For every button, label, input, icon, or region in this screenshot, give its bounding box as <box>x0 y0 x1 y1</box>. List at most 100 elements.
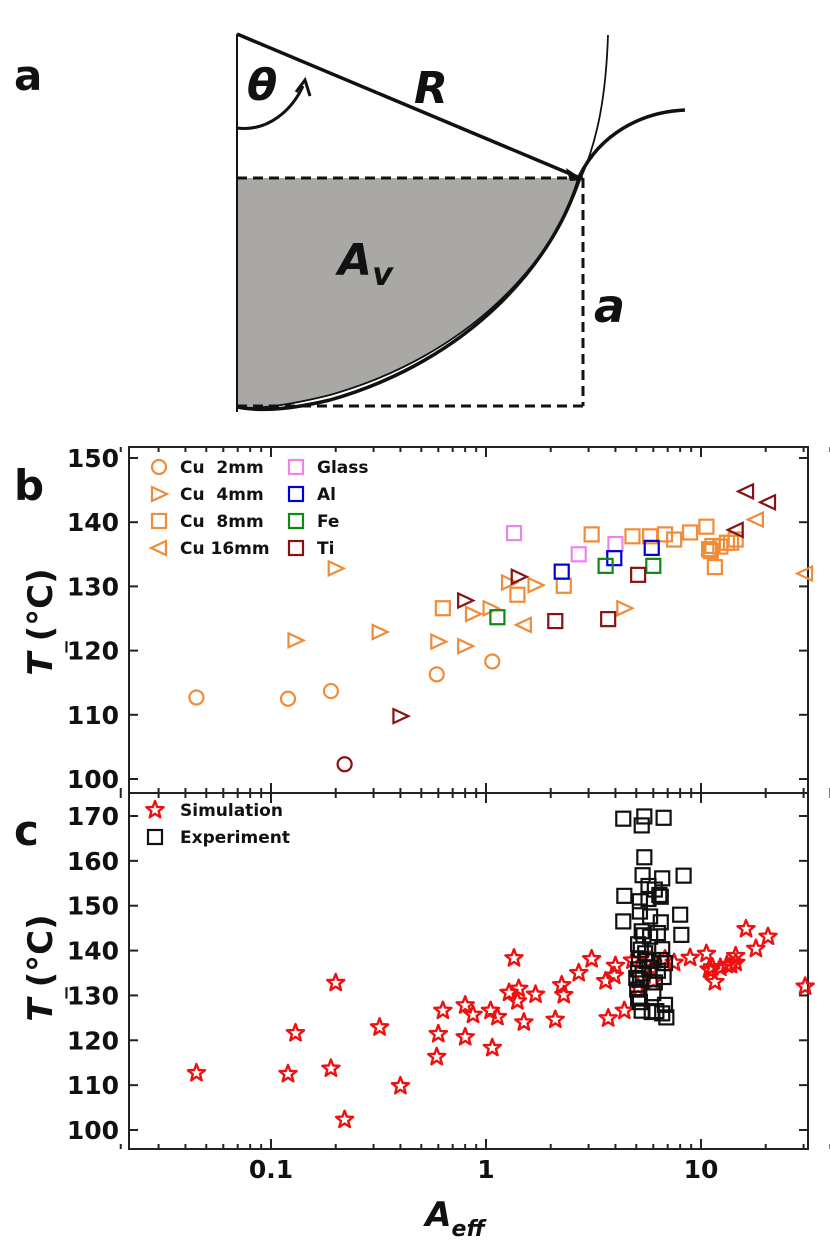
data-point-experiment <box>675 867 692 884</box>
data-point-cu-8mm <box>583 526 600 543</box>
data-point-fe <box>489 609 506 626</box>
data-point-cu-4mm <box>327 559 347 578</box>
y-tick-label: 110 <box>67 1071 119 1100</box>
data-point-experiment <box>630 961 647 978</box>
data-point-experiment <box>615 810 632 827</box>
data-point-ti-open-triangles-left <box>725 521 744 539</box>
y-tick-label: 120 <box>67 637 119 666</box>
data-point-cu-4mm <box>464 605 484 623</box>
data-point-cu-4mm <box>500 573 520 592</box>
data-point-simulation <box>285 1022 306 1042</box>
theta-arrowhead <box>294 76 312 97</box>
data-point-simulation <box>725 945 746 965</box>
data-point-fe <box>645 557 662 574</box>
legend-marker-cu-8mm <box>150 512 168 530</box>
panel-a-letter: a <box>14 51 42 100</box>
area-label: Av <box>335 235 394 293</box>
data-point-glass <box>607 535 624 553</box>
data-point-experiment <box>658 1009 675 1026</box>
data-point-cu-2mm <box>484 653 501 670</box>
panel-b-data-points <box>188 482 814 773</box>
data-point-cu-8mm <box>509 586 526 603</box>
legend-label: Cu 4mm <box>180 485 264 505</box>
data-point-experiment <box>655 809 672 826</box>
data-point-simulation <box>326 972 346 992</box>
data-point-simulation <box>278 1063 298 1083</box>
data-point-simulation <box>746 938 766 958</box>
data-point-experiment <box>628 969 645 987</box>
radius-label: R <box>414 63 448 114</box>
panel-c-y-axis-title: T_(°C) <box>21 914 68 1021</box>
data-point-experiment <box>633 817 650 834</box>
liquid-surface-curve <box>236 108 686 412</box>
legend-marker-cu-4mm <box>150 485 170 503</box>
data-point-cu-8mm <box>706 559 723 576</box>
panel-b-y-axis-title: T_(°C) <box>21 568 68 675</box>
data-point-simulation <box>390 1075 411 1095</box>
legend-label: Cu 2mm <box>180 458 264 478</box>
x-tick-label: 10 <box>684 1155 719 1184</box>
data-point-simulation <box>504 948 524 967</box>
y-tick-label: 130 <box>67 572 119 601</box>
data-point-simulation <box>487 1006 508 1026</box>
y-tick-label: 130 <box>67 981 119 1010</box>
data-point-simulation <box>696 943 717 963</box>
legend-label: Cu 8mm <box>180 512 264 532</box>
data-point-simulation <box>554 984 574 1004</box>
data-point-experiment <box>651 886 668 904</box>
data-point-simulation <box>455 995 475 1014</box>
height-label: a <box>594 279 625 333</box>
data-point-ti <box>630 566 647 583</box>
legend-marker-cu-2mm <box>150 458 168 476</box>
data-point-glass <box>505 525 523 542</box>
data-point-simulation <box>463 1004 483 1024</box>
y-tick-label: 100 <box>67 1116 119 1145</box>
data-point-al <box>643 539 660 556</box>
data-point-ti-open-triangles-left <box>757 493 777 512</box>
data-point-experiment <box>673 926 690 943</box>
panel-c-y-axis-unit: (°C) <box>21 914 61 987</box>
data-point-simulation <box>581 948 602 968</box>
data-point-cu-4mm <box>287 631 307 650</box>
data-point-experiment <box>652 914 669 931</box>
data-point-cu-4mm <box>457 637 476 655</box>
data-point-simulation <box>514 1012 534 1031</box>
data-point-cu-8mm <box>666 531 683 548</box>
data-point-cu-8mm <box>698 518 715 535</box>
x-tick-label: 1 <box>477 1155 494 1184</box>
panel-a-diagram: a θ R Av a <box>14 32 686 412</box>
legend-marker-ti <box>287 539 305 557</box>
data-point-ti-open-triangles <box>392 707 412 725</box>
data-point-simulation <box>598 1008 618 1027</box>
legend-marker-cu-16mm <box>148 539 168 557</box>
data-point-experiment <box>616 887 633 904</box>
data-point-cu-2mm <box>279 690 297 707</box>
data-point-experiment <box>631 903 649 920</box>
shaded-area-av <box>237 178 580 408</box>
data-point-ti <box>547 612 564 630</box>
y-tick-label: 100 <box>67 765 119 794</box>
data-point-experiment <box>652 888 669 905</box>
y-tick-label: 160 <box>67 847 119 876</box>
data-point-simulation <box>334 1109 355 1129</box>
data-point-cu-4mm <box>527 576 547 594</box>
data-point-cu-2mm <box>428 666 445 683</box>
radius-line <box>236 32 581 180</box>
legend-label: Simulation <box>180 801 283 821</box>
legend-label: Cu 16mm <box>180 539 270 559</box>
data-point-experiment <box>631 994 649 1011</box>
data-point-experiment <box>640 890 657 908</box>
y-tick-label: 170 <box>67 802 119 831</box>
data-point-experiment <box>645 985 662 1002</box>
data-point-cu-4mm <box>616 599 635 617</box>
data-point-simulation <box>455 1026 475 1046</box>
data-point-cu-4mm <box>430 632 449 651</box>
data-point-cu-16mm <box>794 564 814 583</box>
data-point-experiment <box>636 849 653 866</box>
data-point-simulation <box>369 1017 390 1036</box>
data-point-glass <box>570 546 587 563</box>
data-point-simulation <box>758 926 778 946</box>
